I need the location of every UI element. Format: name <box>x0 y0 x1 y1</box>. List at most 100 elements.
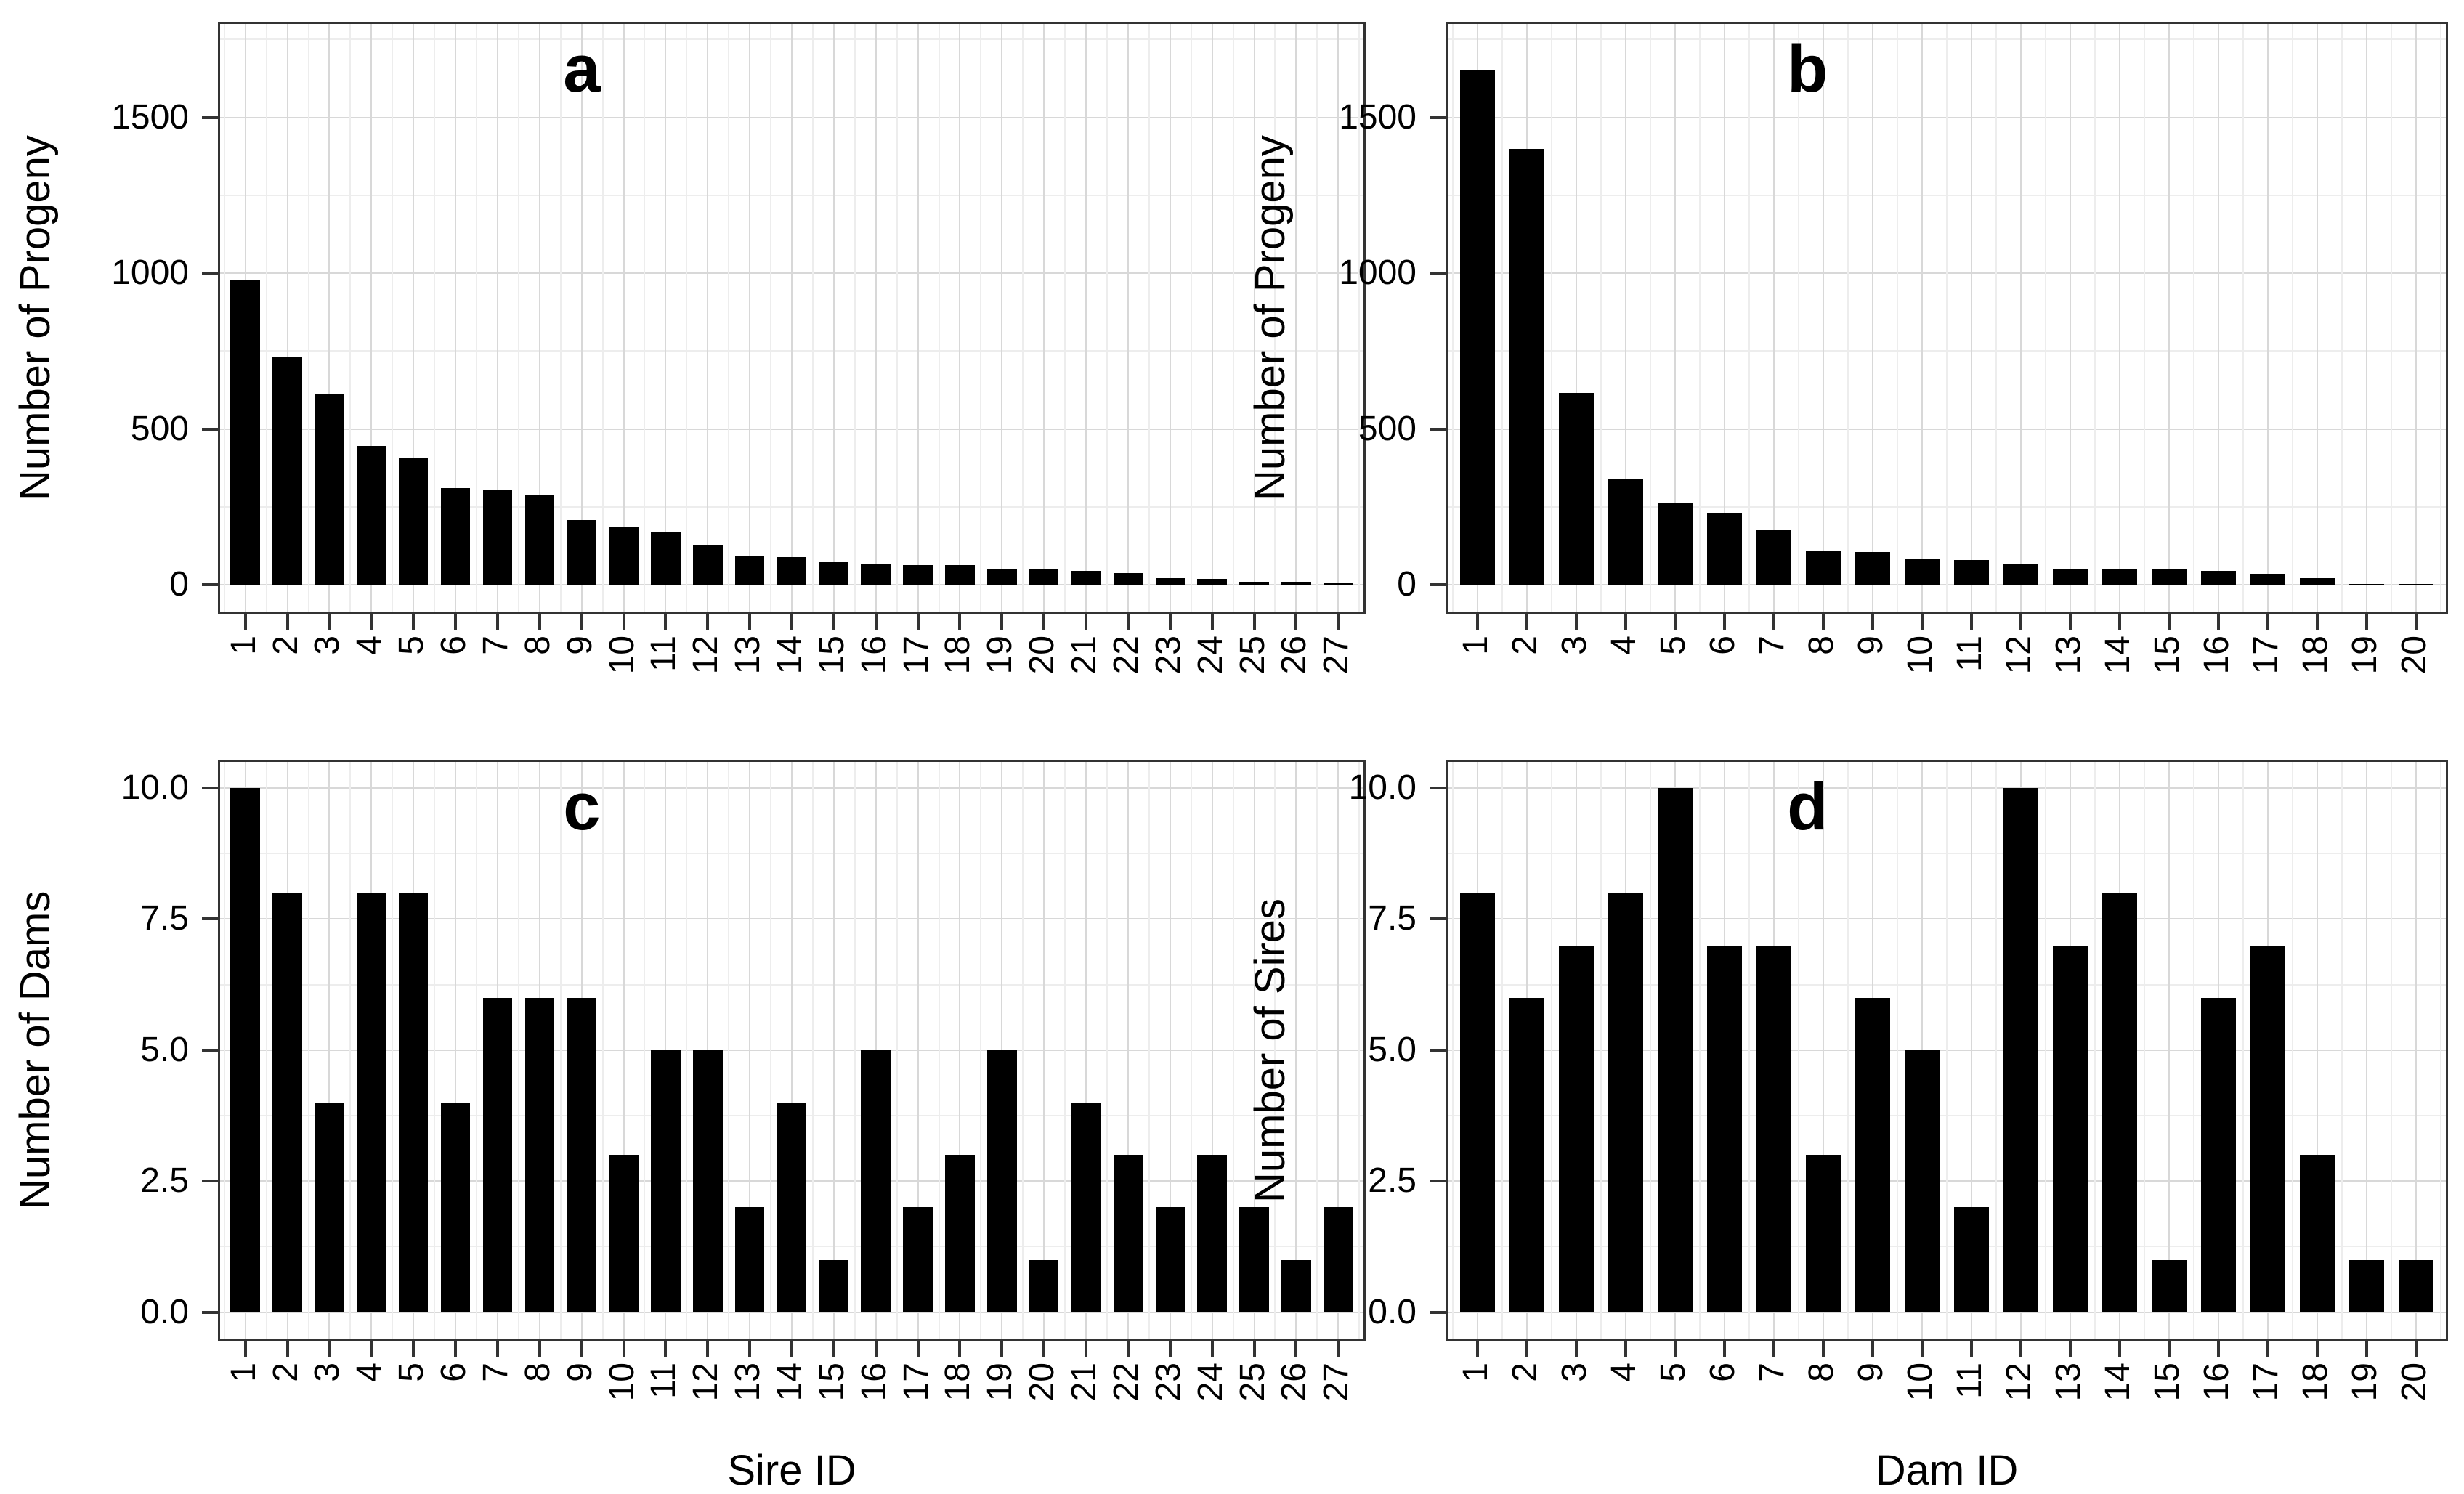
gridline-major-v <box>413 24 415 612</box>
x-tick-label: 17 <box>2247 636 2285 678</box>
gridline-major-v <box>286 24 288 612</box>
bar-19 <box>2349 1259 2384 1312</box>
gridline-minor-v <box>559 24 562 612</box>
gridline-minor-v <box>2193 762 2195 1339</box>
x-tick-mark <box>874 614 878 630</box>
x-tick-label-text: 11 <box>1950 636 1989 672</box>
x-tick-label: 3 <box>1555 1363 1594 1386</box>
x-tick-label: 15 <box>2148 1363 2187 1405</box>
gridline-minor-v <box>2193 24 2195 612</box>
x-tick-label: 16 <box>2197 1363 2236 1405</box>
x-tick-label: 23 <box>1149 1363 1188 1405</box>
bar-27 <box>1324 583 1353 585</box>
gridline-minor-v <box>1600 24 1602 612</box>
bar-12 <box>2003 564 2038 585</box>
bar-15 <box>819 1259 849 1312</box>
gridline-minor-v <box>1190 24 1192 612</box>
gridline-minor-v <box>686 24 688 612</box>
x-tick-label: 19 <box>2346 1363 2384 1405</box>
x-tick-label: 20 <box>2395 636 2433 678</box>
panel-letter-c: c <box>563 770 601 844</box>
bar-12 <box>693 1050 723 1312</box>
gridline-major-v <box>623 24 625 612</box>
bar-19 <box>2349 583 2384 585</box>
gridline-major-v <box>665 24 667 612</box>
gridline-major-v <box>832 762 835 1339</box>
x-tick-label: 15 <box>813 1363 851 1405</box>
x-tick-label: 7 <box>477 1363 515 1386</box>
bar-2 <box>1509 148 1544 585</box>
gridline-minor-v <box>1274 762 1276 1339</box>
gridline-major-v <box>328 24 331 612</box>
bar-3 <box>315 1103 344 1312</box>
gridline-minor-v <box>265 762 267 1339</box>
bar-24 <box>1197 1155 1227 1312</box>
gridline-major-v <box>496 24 498 612</box>
x-tick-label: 18 <box>2296 636 2335 678</box>
gridline-minor-v <box>349 762 352 1339</box>
x-tick-mark <box>454 614 458 630</box>
gridline-minor-v <box>1748 762 1750 1339</box>
bar-7 <box>1756 945 1791 1312</box>
x-tick-mark <box>285 614 289 630</box>
x-tick-mark <box>2217 1341 2221 1357</box>
gridline-major-v <box>1575 24 1577 612</box>
bar-15 <box>819 561 849 585</box>
gridline-minor-v <box>1451 762 1454 1339</box>
bar-3 <box>315 394 344 585</box>
x-tick-label-text: 18 <box>939 636 978 675</box>
bar-5 <box>398 893 429 1312</box>
x-tick-label: 1 <box>1456 1363 1495 1386</box>
x-tick-label-text: 13 <box>729 1363 768 1402</box>
x-tick-label: 13 <box>2049 636 2088 678</box>
x-tick-mark <box>1085 1341 1088 1357</box>
x-tick-label-text: 13 <box>2049 636 2088 675</box>
gridline-minor-v <box>854 762 856 1339</box>
gridline-minor-v <box>644 762 646 1339</box>
x-tick-label: 7 <box>477 636 515 659</box>
x-tick-label: 10 <box>1901 1363 1940 1405</box>
x-tick-mark <box>1294 1341 1298 1357</box>
x-tick-mark <box>1042 1341 1046 1357</box>
plot-area-d: d <box>1446 760 2448 1341</box>
x-tick-mark <box>1920 1341 1924 1357</box>
gridline-major-v <box>2020 24 2022 612</box>
bar-2 <box>1509 997 1544 1312</box>
x-tick-label: 13 <box>2049 1363 2088 1405</box>
bar-6 <box>440 488 471 585</box>
x-tick-label: 9 <box>1852 636 1890 659</box>
x-tick-label-text: 5 <box>1653 1363 1693 1382</box>
x-tick-mark <box>495 1341 499 1357</box>
x-tick-label-text: 12 <box>686 636 726 675</box>
x-tick-label: 21 <box>1065 636 1103 678</box>
bar-21 <box>1071 1103 1101 1312</box>
x-tick-label: 24 <box>1191 1363 1230 1405</box>
x-tick-label: 6 <box>1703 636 1742 659</box>
gridline-minor-v <box>475 24 477 612</box>
bar-8 <box>1806 1155 1841 1312</box>
x-tick-label-text: 4 <box>1604 636 1643 655</box>
gridline-major-v <box>2168 762 2171 1339</box>
x-tick-mark <box>1337 614 1340 630</box>
x-tick-label: 16 <box>2197 636 2236 678</box>
gridline-minor-v <box>1451 24 1454 612</box>
gridline-minor-v <box>1797 762 1799 1339</box>
x-tick-label: 7 <box>1753 1363 1791 1386</box>
bar-18 <box>2300 578 2335 585</box>
bar-9 <box>567 519 596 585</box>
gridline-minor-v <box>1232 24 1234 612</box>
gridline-minor-v <box>1106 24 1108 612</box>
y-tick-label: 0.0 <box>1368 1292 1417 1331</box>
bar-17 <box>903 1207 933 1312</box>
gridline-major-v <box>455 24 457 612</box>
x-tick-label-text: 8 <box>518 1363 557 1382</box>
gridline-major-v <box>328 762 331 1339</box>
x-tick-mark <box>1772 614 1775 630</box>
x-tick-label: 20 <box>1023 1363 1061 1405</box>
x-tick-mark <box>2019 614 2023 630</box>
gridline-minor-v <box>2440 762 2442 1339</box>
y-tick-mark <box>1430 1048 1446 1052</box>
x-tick-mark <box>706 614 710 630</box>
x-tick-label-text: 11 <box>1950 1363 1989 1399</box>
gridline-minor-v <box>517 24 519 612</box>
